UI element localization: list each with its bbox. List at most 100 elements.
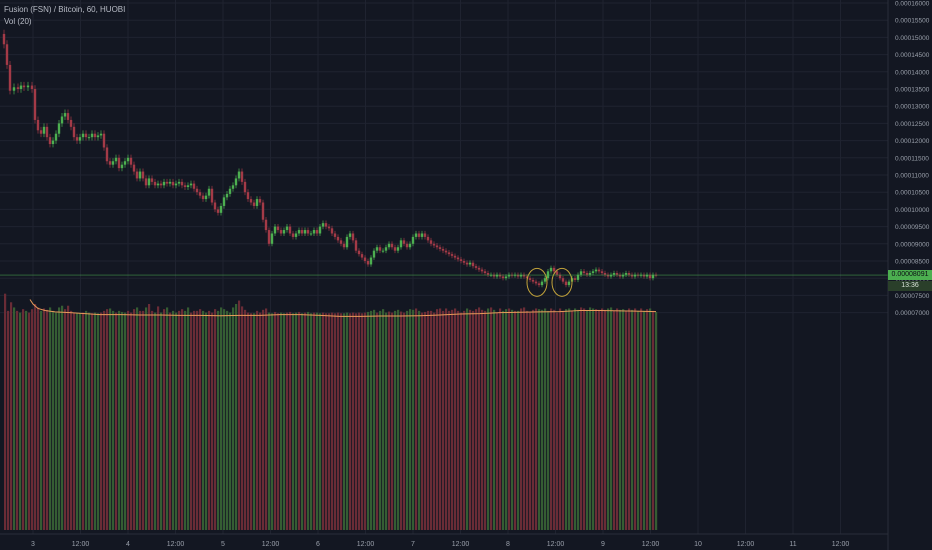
- volume-bar: [25, 310, 28, 530]
- candle-body: [603, 273, 607, 275]
- time-tick-label: 6: [316, 541, 320, 548]
- candle-body: [462, 260, 466, 263]
- candle-body: [198, 192, 202, 196]
- candle-body: [381, 250, 385, 252]
- candle-body: [177, 181, 181, 184]
- candle-body: [507, 274, 511, 277]
- price-tick-label: 0.00008500: [895, 258, 930, 265]
- candle-body: [336, 236, 340, 241]
- candle-body: [105, 147, 109, 162]
- symbol-title: Fusion (FSN) / Bitcoin, 60, HUOBI: [4, 5, 126, 14]
- volume-bar: [259, 312, 262, 530]
- candle-body: [108, 161, 112, 165]
- volume-bar: [157, 306, 160, 530]
- candle-body: [405, 243, 409, 248]
- time-tick-label: 10: [694, 541, 702, 548]
- volume-bar: [130, 312, 133, 530]
- candle-body: [132, 164, 136, 172]
- volume-bar: [244, 309, 247, 530]
- volume-bar: [646, 309, 649, 530]
- candle-body: [216, 209, 220, 213]
- volume-bar: [403, 312, 406, 530]
- candle-body: [150, 178, 154, 182]
- candle-body: [276, 226, 280, 231]
- candle-body: [129, 157, 133, 165]
- candle-body: [45, 126, 49, 138]
- volume-bar: [64, 309, 67, 530]
- candle-body: [351, 233, 355, 241]
- candle-body: [285, 226, 289, 231]
- volume-bar: [535, 308, 538, 530]
- candle-body: [441, 248, 445, 251]
- candle-body: [453, 255, 457, 258]
- volume-bar: [250, 313, 253, 530]
- volume-bar: [313, 312, 316, 530]
- candle-body: [618, 274, 622, 277]
- candle-body: [531, 279, 535, 282]
- candle-body: [384, 247, 388, 251]
- volume-bar: [163, 309, 166, 530]
- candle-body: [204, 195, 208, 200]
- candle-body: [156, 183, 160, 186]
- volume-bars: [4, 293, 658, 530]
- volume-bar: [430, 310, 433, 530]
- candle-body: [648, 274, 652, 279]
- time-tick-label: 4: [126, 541, 130, 548]
- candle-body: [75, 137, 79, 141]
- volume-bar: [361, 313, 364, 530]
- volume-bar: [4, 293, 7, 530]
- candle-body: [408, 243, 412, 248]
- volume-bar: [643, 310, 646, 530]
- candle-body: [366, 260, 370, 265]
- volume-bar: [331, 312, 334, 530]
- volume-bar: [223, 309, 226, 530]
- candle-body: [78, 137, 82, 141]
- volume-bar: [88, 312, 91, 530]
- price-tick-label: 0.00011000: [895, 172, 929, 179]
- candle-body: [573, 278, 577, 280]
- candle-body: [141, 171, 145, 179]
- candle-body: [330, 228, 334, 234]
- volume-bar: [655, 311, 658, 530]
- volume-bar: [106, 309, 109, 530]
- candle-body: [585, 273, 589, 275]
- volume-bar: [559, 308, 562, 530]
- candle-body: [552, 267, 556, 272]
- candle-body: [600, 271, 604, 274]
- volume-bar: [454, 308, 457, 530]
- candle-body: [375, 247, 379, 251]
- candle-body: [447, 252, 451, 255]
- volume-bar: [256, 310, 259, 530]
- volume-bar: [640, 308, 643, 530]
- volume-bar: [301, 313, 304, 530]
- volume-bar: [217, 310, 220, 530]
- volume-bar: [421, 312, 424, 530]
- candle-body: [543, 278, 547, 282]
- time-tick-label: 12:00: [547, 541, 565, 548]
- volume-bar: [463, 310, 466, 530]
- volume-bar: [457, 310, 460, 530]
- volume-bar: [280, 312, 283, 530]
- candle-body: [60, 116, 64, 124]
- volume-bar: [364, 312, 367, 530]
- volume-bar: [451, 309, 454, 530]
- volume-bar: [199, 309, 202, 530]
- candle-body: [144, 178, 148, 186]
- volume-bar: [73, 312, 76, 530]
- volume-bar: [592, 308, 595, 530]
- volume-bar: [13, 307, 16, 530]
- candle-body: [306, 230, 310, 234]
- volume-bar: [40, 310, 43, 530]
- candle-body: [333, 233, 337, 237]
- candle-body: [576, 274, 580, 280]
- candle-body: [354, 240, 358, 251]
- candle-body: [111, 161, 115, 165]
- volume-bar: [616, 308, 619, 530]
- candle-body: [210, 188, 214, 203]
- volume-bar: [625, 310, 628, 530]
- volume-bar: [7, 310, 10, 530]
- candle-body: [19, 85, 23, 89]
- price-tick-label: 0.00007000: [895, 310, 930, 317]
- volume-bar: [571, 310, 574, 530]
